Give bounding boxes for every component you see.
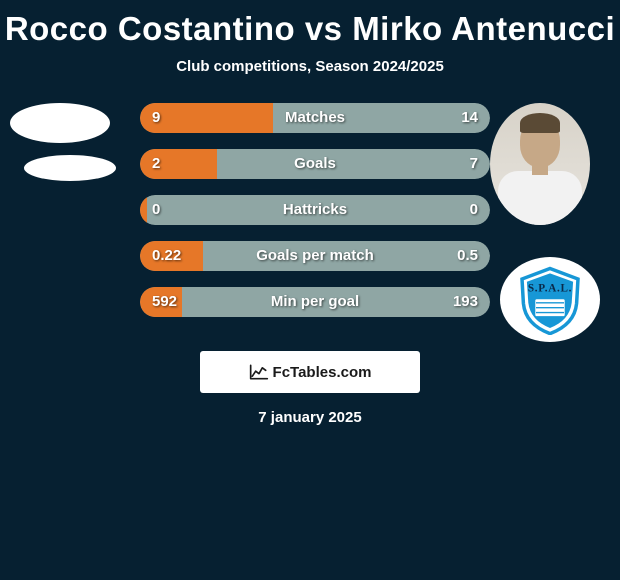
metric-rows: 9Matches14 2Goals7 0Hattricks0 0.22Goals pe… bbox=[140, 103, 490, 333]
metric-label: Matches bbox=[140, 103, 490, 133]
metric-label: Goals bbox=[140, 149, 490, 179]
attribution-text: FcTables.com bbox=[273, 364, 372, 381]
player-left-avatar bbox=[10, 103, 110, 143]
metric-value-right: 0 bbox=[470, 195, 478, 225]
avatar-hair bbox=[520, 113, 560, 133]
metric-label: Min per goal bbox=[140, 287, 490, 317]
metric-row: 0.22Goals per match0.5 bbox=[140, 241, 490, 271]
metric-value-right: 193 bbox=[453, 287, 478, 317]
chart-icon bbox=[249, 363, 269, 381]
metric-value-right: 0.5 bbox=[457, 241, 478, 271]
metric-label: Hattricks bbox=[140, 195, 490, 225]
date-line: 7 january 2025 bbox=[0, 409, 620, 426]
player-left-club-badge bbox=[24, 155, 116, 181]
page-title: Rocco Costantino vs Mirko Antenucci bbox=[0, 0, 620, 48]
metric-value-right: 7 bbox=[470, 149, 478, 179]
avatar-shirt bbox=[498, 171, 582, 225]
club-crest-icon: S.P.A.L. bbox=[515, 265, 585, 335]
page-subtitle: Club competitions, Season 2024/2025 bbox=[0, 58, 620, 75]
comparison-chart: S.P.A.L. 9Matches14 2Goals7 0Hattricks0 0.2… bbox=[0, 103, 620, 333]
metric-label: Goals per match bbox=[140, 241, 490, 271]
club-crest-text: S.P.A.L. bbox=[528, 282, 572, 294]
player-right-club-badge: S.P.A.L. bbox=[500, 257, 600, 342]
metric-value-right: 14 bbox=[461, 103, 478, 133]
player-right-avatar bbox=[490, 103, 590, 225]
metric-row: 2Goals7 bbox=[140, 149, 490, 179]
metric-row: 0Hattricks0 bbox=[140, 195, 490, 225]
attribution-badge: FcTables.com bbox=[200, 351, 420, 393]
metric-row: 9Matches14 bbox=[140, 103, 490, 133]
metric-row: 592Min per goal193 bbox=[140, 287, 490, 317]
